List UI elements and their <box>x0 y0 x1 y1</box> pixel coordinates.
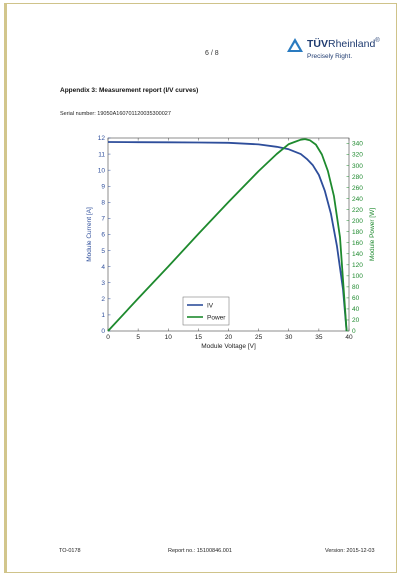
series-line-iv <box>107 141 348 332</box>
x-tick-label: 5 <box>136 334 140 341</box>
y2-tick-label: 240 <box>352 196 363 203</box>
legend-label-power: Power <box>207 314 226 321</box>
y-tick-label: 2 <box>101 296 105 303</box>
y2-tick-label: 160 <box>352 240 363 247</box>
x-tick-label: 0 <box>106 334 110 341</box>
legend-label-iv: IV <box>207 302 214 309</box>
y-tick-label: 8 <box>101 200 105 207</box>
y2-tick-label: 280 <box>352 174 363 181</box>
triangle-logo-icon <box>287 38 303 52</box>
y2-tick-label: 320 <box>352 152 363 159</box>
y-tick-label: 1 <box>101 312 105 319</box>
y2-tick-label: 140 <box>352 251 363 258</box>
x-tick-label: 35 <box>315 334 323 341</box>
y-tick-label: 10 <box>98 167 106 174</box>
x-axis-label: Module Voltage [V] <box>201 343 256 350</box>
y-tick-label: 0 <box>101 328 105 335</box>
y2-tick-label: 20 <box>352 317 360 324</box>
y2-tick-label: 180 <box>352 229 363 236</box>
y2-tick-label: 40 <box>352 306 360 313</box>
x-tick-label: 20 <box>225 334 233 341</box>
page-left-rule <box>4 4 7 572</box>
tuv-rheinland-logo: TÜVRheinland® Precisely Right. <box>287 36 395 70</box>
footer-report-number: Report no.: 15100846.001 <box>168 548 232 554</box>
legend-box <box>182 296 230 326</box>
y-tick-label: 7 <box>101 216 105 223</box>
y2-tick-label: 200 <box>352 218 363 225</box>
y-tick-label: 12 <box>98 135 106 142</box>
serial-number: Serial number: 19050A160701120035300027 <box>60 111 171 117</box>
document-page <box>4 3 397 573</box>
y2-tick-label: 0 <box>352 328 356 335</box>
x-tick-label: 15 <box>195 334 203 341</box>
y2-tick-label: 80 <box>352 284 360 291</box>
x-tick-label: 10 <box>165 334 173 341</box>
appendix-heading: Appendix 3: Measurement report (I/V curv… <box>60 87 199 94</box>
y2-tick-label: 60 <box>352 295 360 302</box>
series-line-power <box>107 138 348 332</box>
y-tick-label: 4 <box>101 264 105 271</box>
footer-doc-id: TO-0178 <box>59 548 81 554</box>
y2-tick-label: 300 <box>352 163 363 170</box>
x-tick-label: 40 <box>345 334 353 341</box>
y2-axis-label: Module Power [W] <box>369 208 376 261</box>
page-number: 6 / 8 <box>205 50 219 57</box>
y2-tick-label: 220 <box>352 207 363 214</box>
y-tick-label: 6 <box>101 232 105 239</box>
y-tick-label: 3 <box>101 280 105 287</box>
footer-version: Version: 2015-12-03 <box>325 548 375 554</box>
y2-tick-label: 120 <box>352 262 363 269</box>
y2-tick-label: 260 <box>352 185 363 192</box>
y-tick-label: 9 <box>101 183 105 190</box>
y2-tick-label: 340 <box>352 141 363 148</box>
y-axis-label: Module Current [A] <box>86 207 93 262</box>
x-tick-label: 30 <box>285 334 293 341</box>
logo-tagline: Precisely Right. <box>307 53 353 60</box>
y-tick-label: 11 <box>98 151 105 158</box>
logo-wordmark: TÜVRheinland® <box>307 38 380 50</box>
y-tick-label: 5 <box>101 248 105 255</box>
y2-tick-label: 100 <box>352 273 363 280</box>
x-tick-label: 25 <box>255 334 263 341</box>
